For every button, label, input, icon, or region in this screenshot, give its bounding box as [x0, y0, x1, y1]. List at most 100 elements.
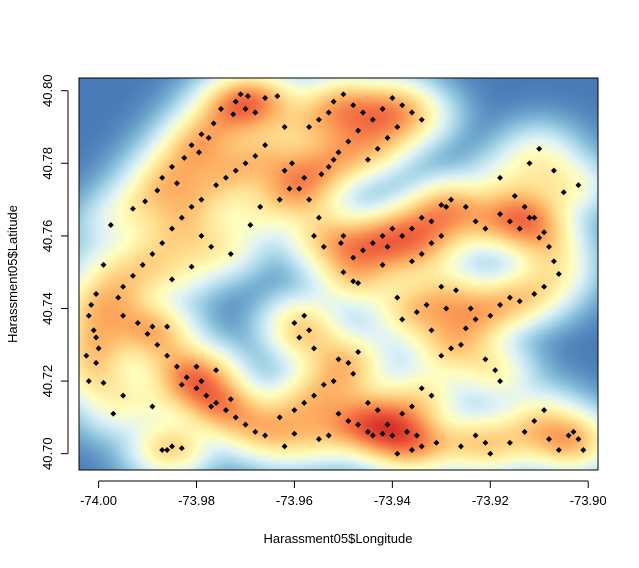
data-point: [364, 428, 371, 435]
data-point: [129, 272, 136, 279]
data-point: [262, 142, 269, 149]
data-point: [482, 225, 489, 232]
data-point: [565, 432, 572, 439]
data-point: [173, 180, 180, 187]
y-axis: 40.70 40.72 40.74 40.76 40.78 40.80: [40, 74, 69, 470]
data-point: [252, 428, 259, 435]
plot-area: [79, 78, 598, 470]
data-point: [227, 251, 234, 257]
data-point: [276, 414, 283, 421]
data-point: [379, 105, 386, 112]
data-point: [330, 378, 337, 385]
x-tick-label: -74.00: [80, 493, 117, 508]
data-point: [188, 142, 195, 149]
data-point: [399, 102, 406, 109]
data-point: [418, 251, 425, 257]
data-point: [497, 174, 504, 181]
data-point: [457, 443, 464, 450]
data-point: [506, 294, 513, 301]
data-point: [389, 225, 396, 232]
data-point: [320, 243, 327, 250]
data-point: [159, 447, 166, 453]
data-point: [213, 182, 220, 189]
data-point: [350, 254, 357, 261]
x-tick-label: -73.92: [472, 493, 509, 508]
data-point: [188, 203, 195, 210]
data-point: [541, 407, 548, 414]
data-point: [418, 116, 425, 123]
data-point: [379, 261, 386, 268]
data-point: [159, 174, 166, 181]
data-point: [183, 374, 190, 381]
x-tick-label: -73.90: [570, 493, 607, 508]
data-point: [335, 410, 342, 417]
data-point: [355, 349, 362, 355]
data-point: [129, 205, 136, 212]
data-point: [232, 167, 239, 174]
data-point: [345, 138, 352, 145]
data-point: [289, 160, 295, 167]
data-point: [252, 153, 259, 159]
data-point: [330, 98, 337, 105]
data-point: [384, 243, 391, 250]
data-point: [408, 225, 415, 232]
data-point: [205, 134, 212, 141]
data-point: [208, 243, 215, 250]
data-point: [438, 202, 445, 208]
data-point: [531, 418, 538, 424]
data-point: [149, 323, 156, 330]
data-point: [369, 240, 376, 247]
data-point: [555, 447, 562, 453]
data-point: [448, 345, 455, 352]
data-point: [428, 240, 435, 247]
data-point: [350, 102, 357, 109]
data-point: [570, 428, 577, 435]
data-point: [198, 232, 205, 239]
data-point: [355, 421, 362, 428]
data-point: [315, 116, 322, 123]
data-point: [408, 447, 415, 453]
data-point: [173, 363, 180, 370]
data-point: [169, 163, 175, 170]
data-point: [374, 407, 381, 414]
data-point: [169, 225, 175, 232]
data-point: [222, 174, 229, 181]
data-point: [541, 283, 548, 290]
data-point: [355, 127, 362, 134]
data-point: [443, 305, 450, 312]
y-tick-label: 40.78: [40, 147, 55, 180]
data-point: [418, 443, 425, 450]
data-point: [247, 222, 254, 228]
data-point: [181, 154, 188, 161]
x-axis-title: Harassment05$Longitude: [264, 531, 413, 546]
data-point: [384, 421, 391, 428]
data-point: [198, 378, 205, 385]
data-point: [178, 214, 185, 221]
data-point: [521, 428, 528, 435]
data-point: [497, 378, 504, 385]
data-point: [301, 399, 308, 406]
data-point: [301, 312, 308, 319]
data-point: [364, 399, 371, 406]
data-point: [149, 251, 156, 257]
data-point: [291, 320, 298, 326]
data-point: [408, 109, 415, 116]
y-tick-label: 40.74: [40, 292, 55, 325]
x-tick-label: -73.94: [374, 493, 411, 508]
data-point: [389, 95, 396, 101]
data-point: [389, 432, 396, 439]
data-point: [404, 428, 410, 435]
data-point: [291, 407, 298, 414]
data-point: [360, 109, 366, 116]
data-point: [281, 124, 288, 130]
data-point: [159, 240, 166, 247]
data-point: [208, 403, 215, 410]
data-point: [142, 198, 149, 205]
data-point: [281, 443, 288, 450]
y-tick-label: 40.76: [40, 220, 55, 253]
plot-frame: [78, 77, 599, 471]
data-point: [252, 109, 259, 116]
data-point: [379, 430, 386, 437]
data-point: [232, 414, 239, 421]
